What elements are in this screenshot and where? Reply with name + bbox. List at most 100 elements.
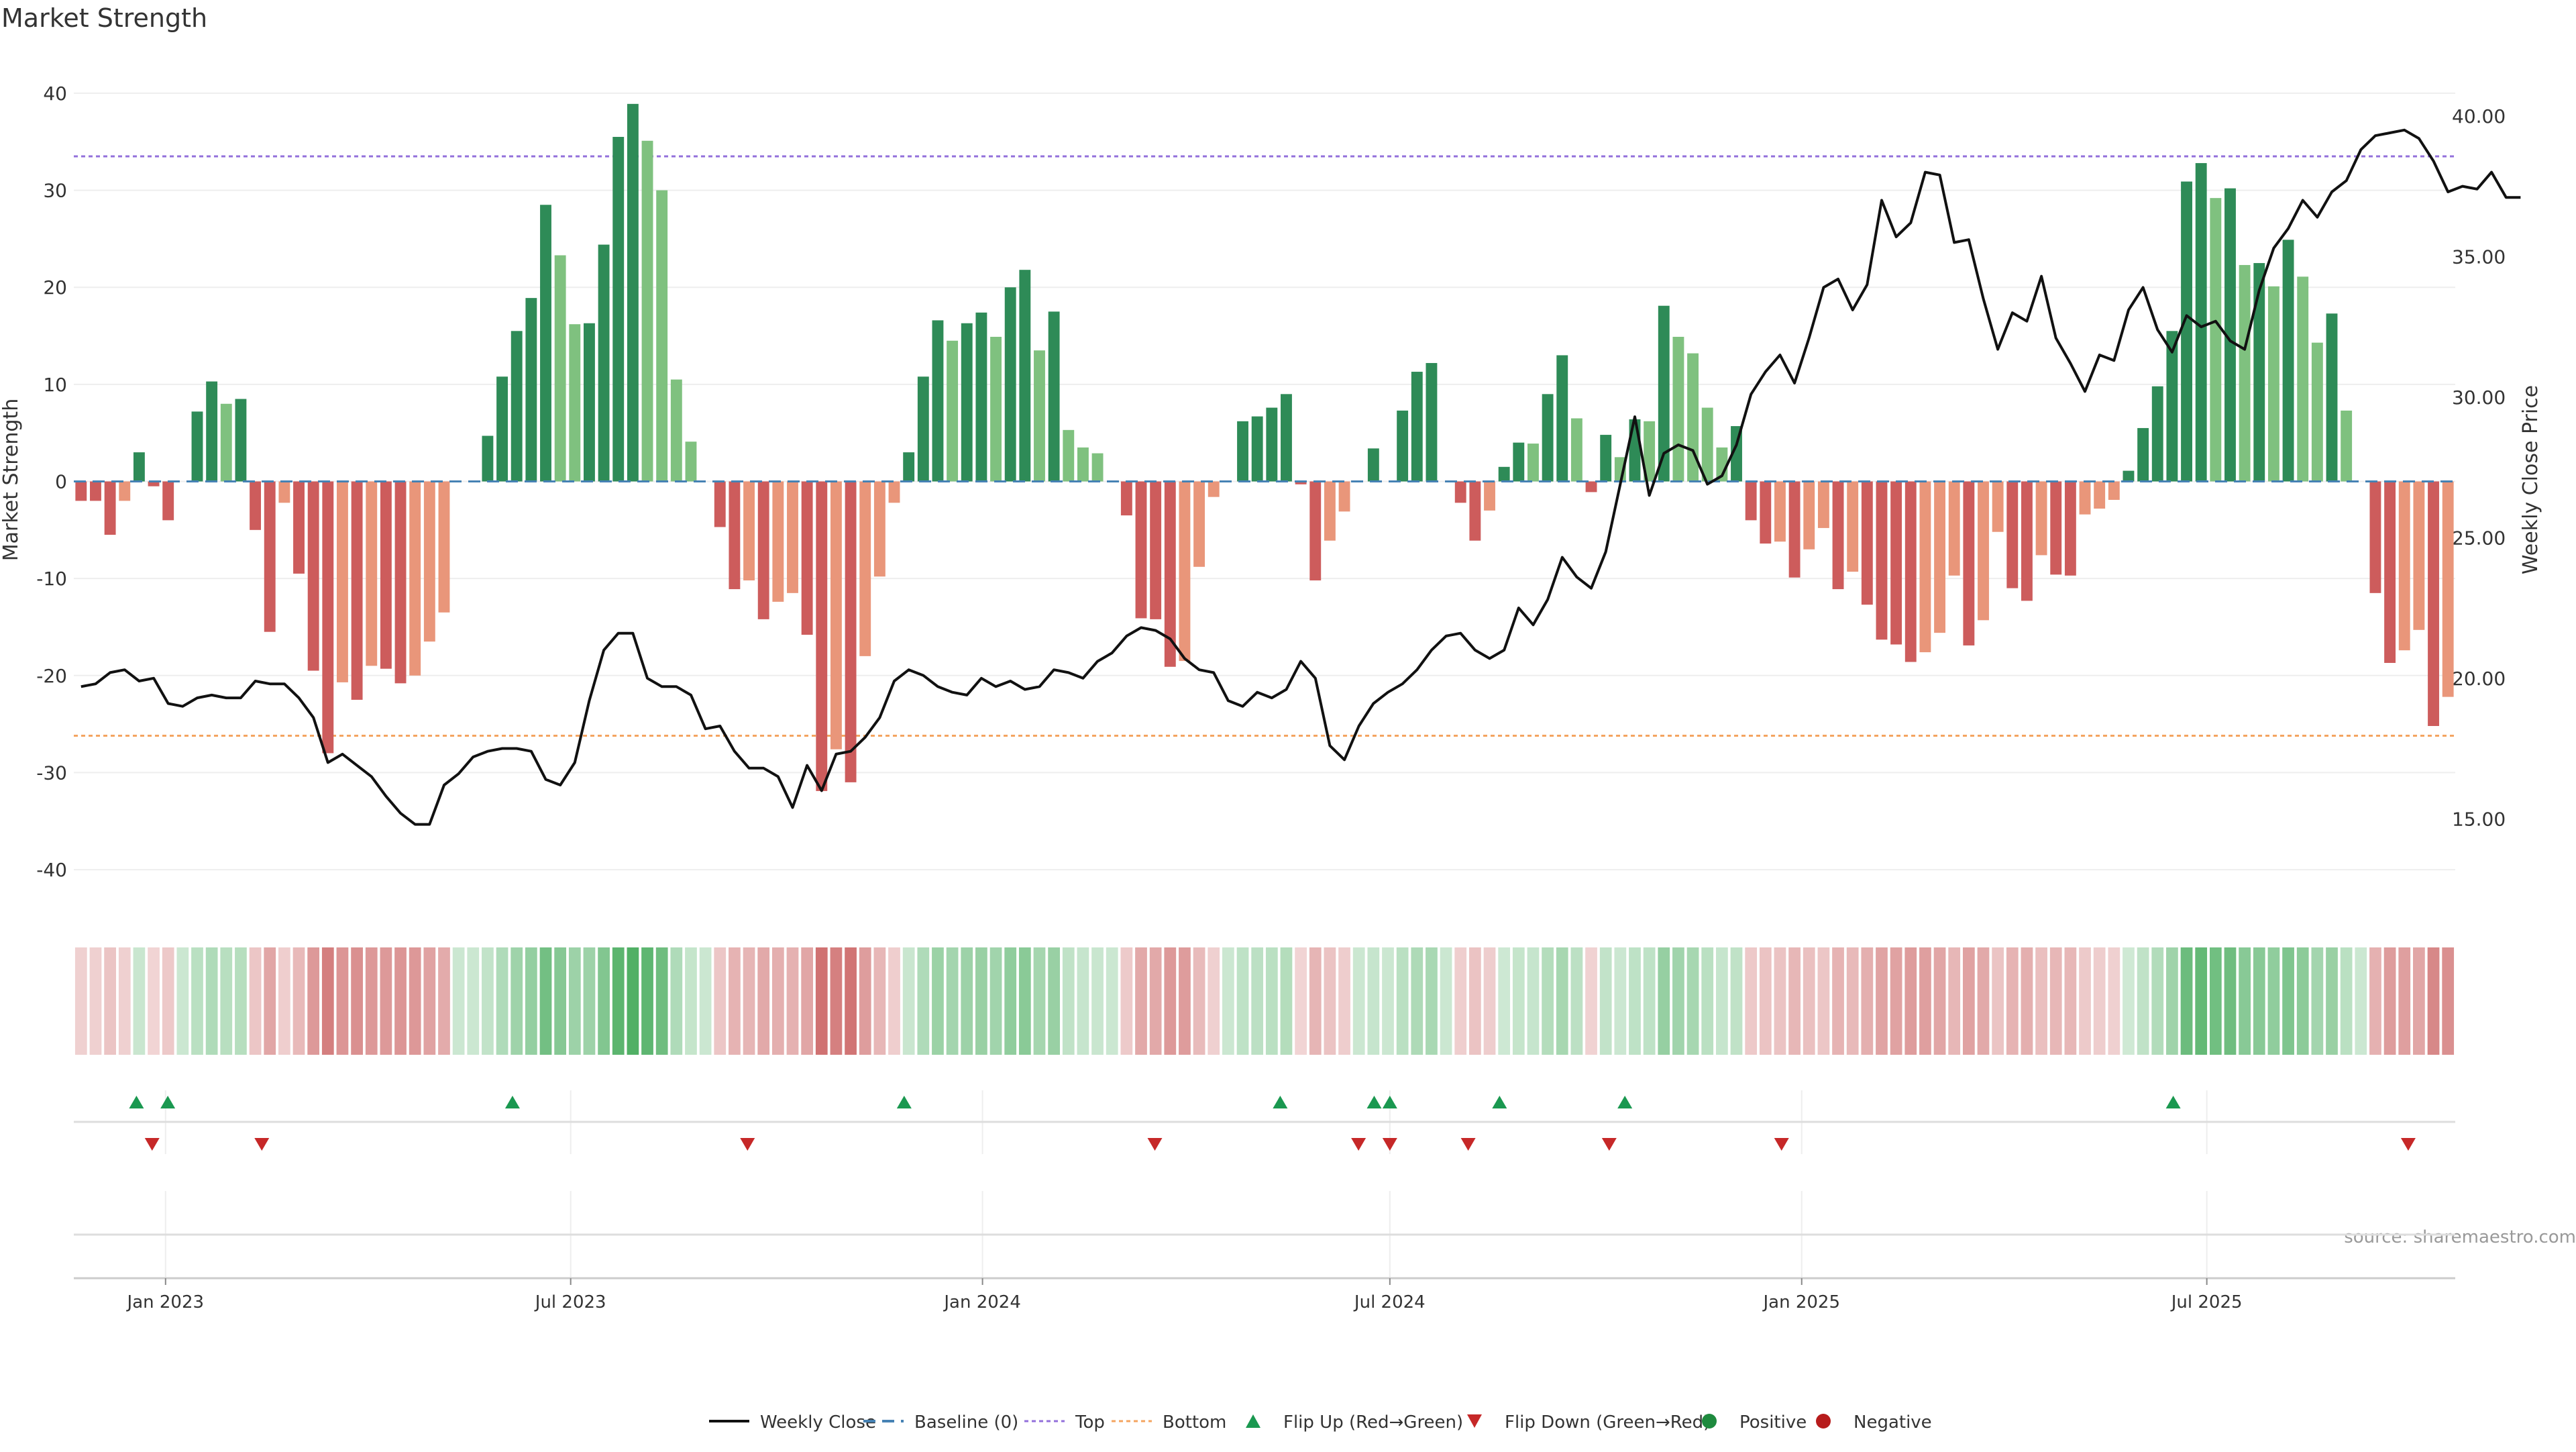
heat-cell: [1106, 947, 1118, 1055]
strength-bar: [1251, 416, 1263, 482]
heat-cell: [409, 947, 421, 1055]
heat-cell: [1701, 947, 1714, 1055]
heat-cell: [292, 947, 305, 1055]
heat-cell: [641, 947, 653, 1055]
heat-cell: [2123, 947, 2135, 1055]
strength-bar: [641, 140, 653, 482]
heat-cell: [118, 947, 131, 1055]
heat-cell: [1715, 947, 1728, 1055]
strength-bar: [1048, 311, 1060, 482]
strength-bar: [322, 481, 334, 754]
heat-cell: [539, 947, 552, 1055]
heat-cell: [1803, 947, 1815, 1055]
strength-bar: [859, 481, 871, 656]
strength-bar: [612, 137, 625, 482]
heat-cell: [2427, 947, 2440, 1055]
heat-cell: [2049, 947, 2062, 1055]
heat-cell: [2413, 947, 2425, 1055]
heat-cell: [2355, 947, 2367, 1055]
strength-bar: [961, 323, 973, 482]
heat-cell: [757, 947, 770, 1055]
y2-tick-label: 25.00: [2452, 527, 2506, 549]
heat-cell: [2369, 947, 2381, 1055]
strength-bar: [1904, 481, 1917, 662]
heat-cell: [1977, 947, 1990, 1055]
heat-cell: [946, 947, 959, 1055]
heat-cell: [2442, 947, 2455, 1055]
strength-bar: [1934, 481, 1945, 633]
strength-bar: [1861, 481, 1873, 605]
strength-bar: [2137, 427, 2149, 482]
strength-bar: [2079, 481, 2091, 515]
heat-cell: [568, 947, 581, 1055]
strength-bar: [2195, 163, 2207, 482]
strength-bar: [307, 481, 319, 671]
heat-cell: [2224, 947, 2237, 1055]
heat-cell: [1382, 947, 1394, 1055]
strength-bar: [380, 481, 392, 669]
strength-bar: [1309, 481, 1322, 581]
strength-bar: [2297, 276, 2309, 482]
heat-cell: [1832, 947, 1844, 1055]
strength-bar: [584, 323, 595, 482]
heat-cell: [902, 947, 915, 1055]
flip-down-marker: [1601, 1138, 1617, 1151]
strength-bar: [1760, 481, 1772, 544]
strength-bar: [1731, 426, 1742, 482]
strength-bar: [729, 481, 741, 590]
heat-cell: [148, 947, 160, 1055]
y-tick-label: 30: [43, 180, 67, 202]
heat-cell: [801, 947, 814, 1055]
strength-bar: [2384, 481, 2396, 663]
heat-cell: [1730, 947, 1743, 1055]
heat-cell: [699, 947, 712, 1055]
strength-bar: [2428, 481, 2439, 726]
strength-bar: [656, 190, 668, 482]
heat-cell: [1295, 947, 1307, 1055]
strength-bar: [2151, 386, 2163, 482]
heat-cell: [1599, 947, 1612, 1055]
heat-cell: [2079, 947, 2091, 1055]
heat-cell: [74, 947, 87, 1055]
heat-cell: [1164, 947, 1177, 1055]
strength-bar: [1091, 453, 1104, 482]
heat-cell: [1498, 947, 1511, 1055]
strength-bar: [1208, 481, 1220, 497]
strength-bar: [1469, 481, 1481, 541]
y-tick-label: -40: [36, 859, 67, 881]
strength-bar: [2311, 342, 2323, 482]
heat-cell: [249, 947, 262, 1055]
flip-up-marker: [1366, 1096, 1382, 1108]
heat-cell: [176, 947, 189, 1055]
heat-cell: [1933, 947, 1946, 1055]
heat-cell: [1208, 947, 1220, 1055]
heat-cell: [1992, 947, 2004, 1055]
y-tick-label: -30: [36, 762, 67, 784]
heat-cell: [2021, 947, 2033, 1055]
strength-bar: [1135, 481, 1147, 619]
strength-bar: [2064, 481, 2076, 576]
heat-cell: [438, 947, 450, 1055]
heat-cell: [2383, 947, 2396, 1055]
heat-cell: [321, 947, 334, 1055]
strength-bar: [90, 481, 101, 501]
strength-bar: [250, 481, 262, 530]
heat-cell: [2253, 947, 2265, 1055]
heat-cell: [1542, 947, 1554, 1055]
strength-bar: [598, 244, 610, 482]
strength-bar: [293, 481, 305, 574]
heat-cell: [917, 947, 930, 1055]
heat-cell: [1426, 947, 1438, 1055]
strength-bar: [2413, 481, 2425, 630]
strength-bar: [670, 379, 682, 482]
heat-cell: [961, 947, 973, 1055]
heat-cell: [2239, 947, 2251, 1055]
heat-cell: [1570, 947, 1583, 1055]
heat-cell: [830, 947, 843, 1055]
flip-up-marker: [2165, 1096, 2181, 1108]
flip-up-marker: [896, 1096, 912, 1108]
heat-cell: [365, 947, 378, 1055]
heat-cell: [1614, 947, 1627, 1055]
strength-bar: [235, 399, 247, 482]
flip-up-marker: [1492, 1096, 1507, 1108]
